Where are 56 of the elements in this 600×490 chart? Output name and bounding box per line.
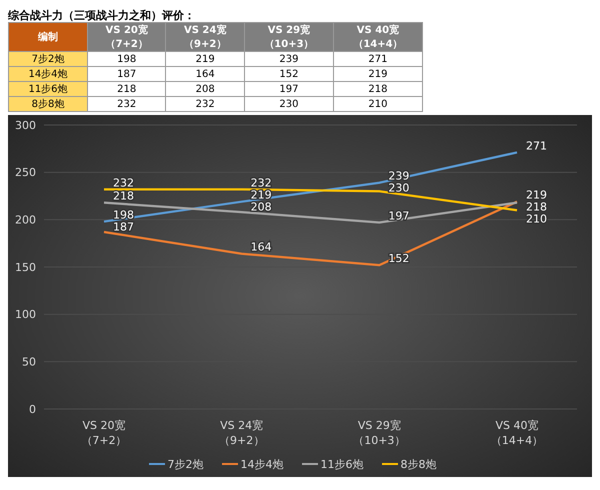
data-label: 208 [250,200,272,214]
data-label: 239 [244,52,334,66]
chart-title: 综合战斗力（三项战斗力之和）评价： [8,8,196,22]
data-label: 197 [388,210,410,223]
row-header-cell: 11步6炮 [8,82,88,96]
x-tick-label: VS 20宽（7+2） [104,23,149,51]
data-label: 164 [250,240,272,254]
y-tick-label: 200 [15,214,36,227]
y-tick-label: 50 [22,356,36,369]
data-label: 219 [333,66,422,82]
line-series [102,151,518,223]
x-tick-label: VS 29宽（10+3） [263,23,315,51]
line-series [102,200,518,266]
data-label: 152 [244,66,334,82]
data-label: 219 [166,52,244,66]
data-label: 232 [166,96,244,112]
corner-header-cell: 编制 [8,22,88,52]
data-label: 230 [244,96,334,112]
data-label: 271 [526,139,547,152]
legend-label: 11步6炮 [320,456,364,472]
y-tick-label: 250 [15,166,36,180]
y-tick-label: 150 [15,260,36,274]
legend-label: 14步4炮 [240,456,284,472]
y-tick-label: 0 [29,402,36,416]
x-tick-label: VS 20宽（7+2） [81,419,127,447]
data-label: 219 [526,188,547,202]
data-label: 187 [113,220,134,234]
data-label: 218 [113,190,134,203]
data-label: 218 [526,200,547,214]
legend-label: 8步8炮 [400,456,436,472]
legend-label: 7步2炮 [168,456,204,472]
data-label: 208 [166,82,244,96]
x-tick-label: VS 29宽（10+3） [353,419,406,447]
data-label: 230 [388,182,410,195]
data-label: 210 [526,212,547,226]
data-label: 218 [333,82,422,96]
row-header-cell: 7步2炮 [8,52,88,66]
data-label: 198 [88,52,166,66]
data-label: 210 [333,96,422,112]
y-tick-label: 300 [15,118,36,132]
data-label: 232 [113,176,134,190]
x-tick-label: VS 40宽（14+4） [352,23,404,51]
data-label: 232 [250,176,272,190]
data-label: 197 [244,82,334,96]
x-tick-label: VS 24宽（9+2） [219,419,264,447]
y-tick-label: 100 [15,308,36,322]
data-label: 164 [166,66,244,82]
data-label: 232 [88,96,166,112]
data-label: 187 [88,66,166,82]
data-label: 271 [333,52,422,66]
data-label: 218 [88,82,166,96]
data-label: 219 [250,188,272,202]
row-header-cell: 14步4炮 [8,66,88,82]
x-tick-label: VS 40宽（14+4） [490,419,544,447]
x-tick-label: VS 24宽（9+2） [183,23,228,51]
row-header-cell: 8步8炮 [8,96,88,112]
